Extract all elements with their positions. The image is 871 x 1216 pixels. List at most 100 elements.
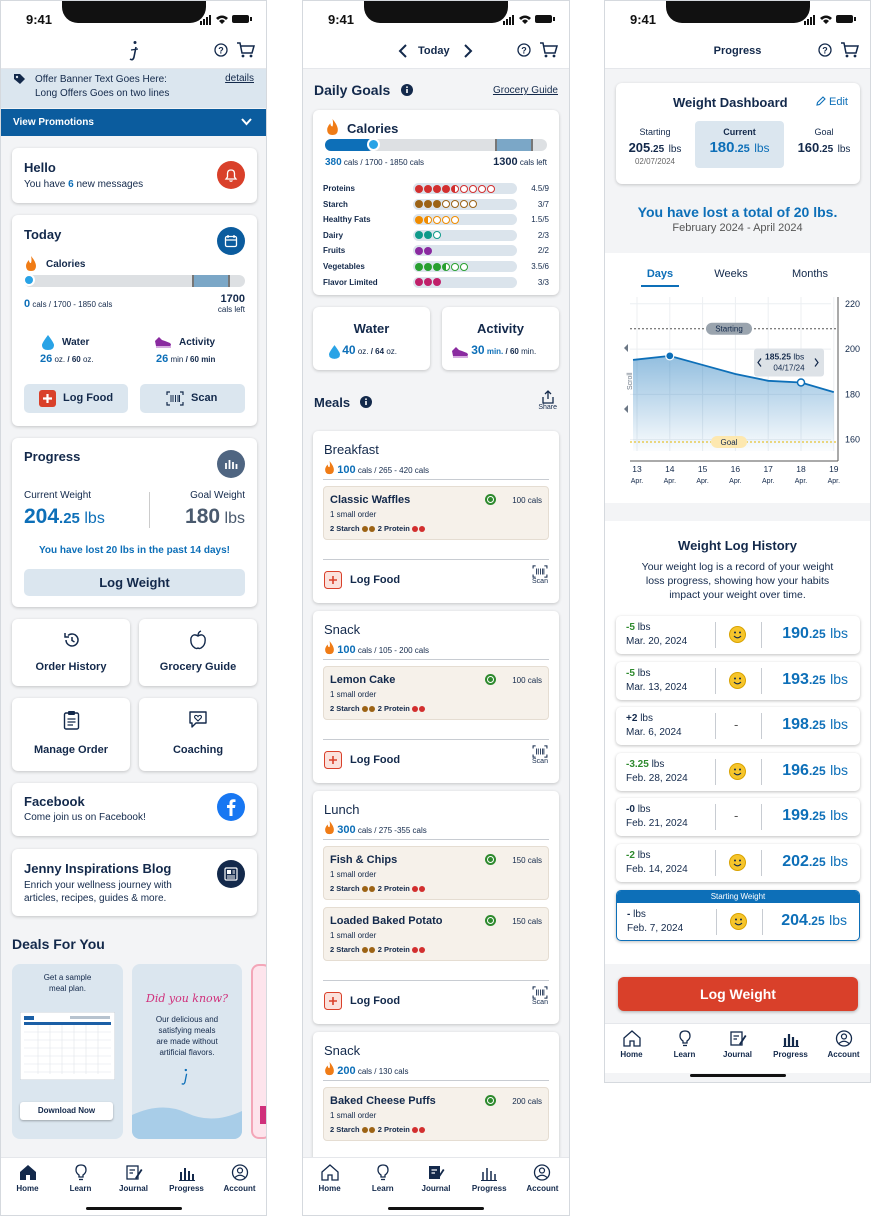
nav-home[interactable]: Home — [303, 1158, 356, 1215]
history-row[interactable]: -5 lbs Mar. 20, 2024 190.25 lbs — [616, 616, 860, 654]
selected-data-point[interactable] — [796, 378, 806, 387]
nav-journal[interactable]: Journal — [107, 1158, 160, 1215]
edit-button[interactable]: Edit — [816, 96, 848, 108]
deal-card-meal-plan[interactable]: Get a sample meal plan. Download Now — [12, 964, 123, 1139]
meal-scan-button[interactable]: Scan — [532, 745, 548, 765]
divider — [715, 713, 716, 740]
food-calories: 150 cals — [512, 917, 542, 926]
sneaker-icon — [155, 337, 171, 348]
history-title: Weight Log History — [678, 538, 797, 553]
nav-account[interactable]: Account — [516, 1158, 569, 1215]
nav-journal[interactable]: Journal — [711, 1024, 764, 1073]
water-label: Water — [353, 321, 390, 336]
nav-account[interactable]: Account — [817, 1024, 870, 1073]
scroll-down-icon[interactable] — [624, 405, 628, 413]
tooltip-prev-icon[interactable] — [757, 358, 762, 367]
hello-card[interactable]: Hello You have 6 new messages — [12, 148, 257, 203]
scan-button[interactable]: Scan — [140, 384, 245, 413]
cals-left-label: cals left — [217, 305, 245, 314]
bottom-nav: Home Learn Journal Progress Account — [605, 1023, 870, 1073]
data-point[interactable] — [665, 351, 675, 361]
tooltip-next-icon[interactable] — [814, 358, 819, 367]
nav-learn[interactable]: Learn — [54, 1158, 107, 1215]
meal-scan-button[interactable]: Scan — [532, 986, 548, 1006]
meal-log-food-button[interactable]: Log Food — [324, 749, 444, 769]
activity-card[interactable]: Activity 30 min. / 60 min. — [442, 307, 559, 370]
water-card[interactable]: Water 40 oz. / 64 oz. — [313, 307, 430, 370]
log-weight-button[interactable]: Log Weight — [618, 977, 858, 1011]
cart-icon[interactable] — [236, 41, 256, 59]
tile-grocery-guide[interactable]: Grocery Guide — [139, 619, 257, 686]
divider — [761, 622, 762, 648]
deal-card-partial[interactable] — [251, 964, 266, 1139]
tile-manage-order[interactable]: Manage Order — [12, 698, 130, 771]
weight-chart-panel: Days Weeks Months Starting Goal 185.25 lbs… — [605, 253, 870, 503]
cart-icon[interactable] — [840, 41, 860, 59]
nav-journal[interactable]: Journal — [409, 1158, 462, 1215]
history-row[interactable]: -0 lbs Feb. 21, 2024 - 199.25 lbs — [616, 798, 860, 837]
nav-home[interactable]: Home — [1, 1158, 54, 1215]
chevron-left-icon[interactable] — [398, 44, 408, 58]
plus-icon — [39, 390, 56, 407]
food-item[interactable]: Fish & Chips 1 small order 2 Starch 2 Prot… — [323, 846, 549, 900]
nav-progress[interactable]: Progress — [463, 1158, 516, 1215]
deal-card-did-you-know[interactable]: Did you know? Our delicious and satisfyin… — [132, 964, 242, 1139]
tab-weeks[interactable]: Weeks — [714, 268, 748, 280]
tile-order-history[interactable]: Order History — [12, 619, 130, 686]
nav-account[interactable]: Account — [213, 1158, 266, 1215]
help-icon[interactable]: ? — [214, 43, 228, 57]
meal-log-food-button[interactable]: Log Food — [324, 990, 444, 1010]
nav-learn[interactable]: Learn — [658, 1024, 711, 1073]
banner-line2: Long Offers Goes on two lines — [35, 88, 170, 99]
cart-icon[interactable] — [539, 41, 559, 59]
status-bar: 9:41 — [605, 1, 870, 35]
nav-progress[interactable]: Progress — [764, 1024, 817, 1073]
meal-log-food-button[interactable]: Log Food — [324, 569, 444, 589]
history-row[interactable]: +2 lbs Mar. 6, 2024 - 198.25 lbs — [616, 707, 860, 746]
chart-icon[interactable] — [217, 450, 245, 478]
history-row[interactable]: -5 lbs Mar. 13, 2024 193.25 lbs — [616, 661, 860, 700]
help-icon[interactable]: ? — [517, 43, 531, 57]
download-now-button[interactable]: Download Now — [20, 1102, 113, 1120]
barcode-icon — [166, 391, 184, 406]
log-food-button[interactable]: Log Food — [24, 384, 128, 413]
nav-progress[interactable]: Progress — [160, 1158, 213, 1215]
scroll-up-icon[interactable] — [624, 344, 628, 352]
banner-details-link[interactable]: details — [225, 73, 254, 84]
food-servings: 2 Starch 2 Protein — [330, 884, 426, 893]
tooltip-bg — [754, 348, 824, 377]
food-group-dots — [413, 276, 517, 288]
food-item[interactable]: Lemon Cake 1 small order 2 Starch 2 Protei… — [323, 666, 549, 720]
weight-chart[interactable]: Starting Goal 185.25 lbs 04/17/24 220 200 180 1… — [605, 293, 871, 493]
food-item[interactable]: Classic Waffles 1 small order 2 Starch 2 P… — [323, 486, 549, 540]
tab-days[interactable]: Days — [646, 268, 674, 280]
view-promotions-bar[interactable]: View Promotions — [1, 109, 266, 136]
logged-weight-unit: lbs — [830, 716, 848, 733]
food-calories: 150 cals — [512, 856, 542, 865]
tile-coaching[interactable]: Coaching — [139, 698, 257, 771]
meal-scan-button[interactable]: Scan — [532, 565, 548, 585]
food-item[interactable]: Baked Cheese Puffs 1 small order 2 Starch … — [323, 1087, 549, 1141]
calendar-icon[interactable] — [217, 227, 245, 255]
log-weight-button[interactable]: Log Weight — [24, 569, 245, 596]
help-icon[interactable]: ? — [818, 43, 832, 57]
grocery-guide-link[interactable]: Grocery Guide — [492, 85, 558, 96]
info-icon[interactable] — [401, 84, 413, 96]
account-icon — [534, 1164, 551, 1181]
share-button[interactable]: Share — [538, 390, 557, 411]
history-row[interactable]: Starting Weight - lbs Feb. 7, 2024 204.25 l… — [616, 889, 860, 941]
blog-card[interactable]: Jenny Inspirations Blog Enrich your well… — [12, 849, 257, 916]
bell-icon[interactable] — [217, 161, 245, 189]
starting-dec: .25 — [650, 144, 665, 155]
food-item[interactable]: Loaded Baked Potato 1 small order 2 Starch… — [323, 907, 549, 961]
tab-months[interactable]: Months — [791, 268, 829, 280]
history-row[interactable]: -2 lbs Feb. 14, 2024 202.25 lbs — [616, 844, 860, 882]
logged-weight-unit: lbs — [830, 761, 848, 778]
info-icon[interactable] — [360, 396, 372, 408]
chevron-right-icon[interactable] — [463, 44, 473, 58]
date-label: Today — [418, 45, 450, 57]
nav-home[interactable]: Home — [605, 1024, 658, 1073]
facebook-card[interactable]: Facebook Come join us on Facebook! — [12, 783, 257, 836]
nav-learn[interactable]: Learn — [356, 1158, 409, 1215]
history-row[interactable]: -3.25 lbs Feb. 28, 2024 196.25 lbs — [616, 752, 860, 791]
